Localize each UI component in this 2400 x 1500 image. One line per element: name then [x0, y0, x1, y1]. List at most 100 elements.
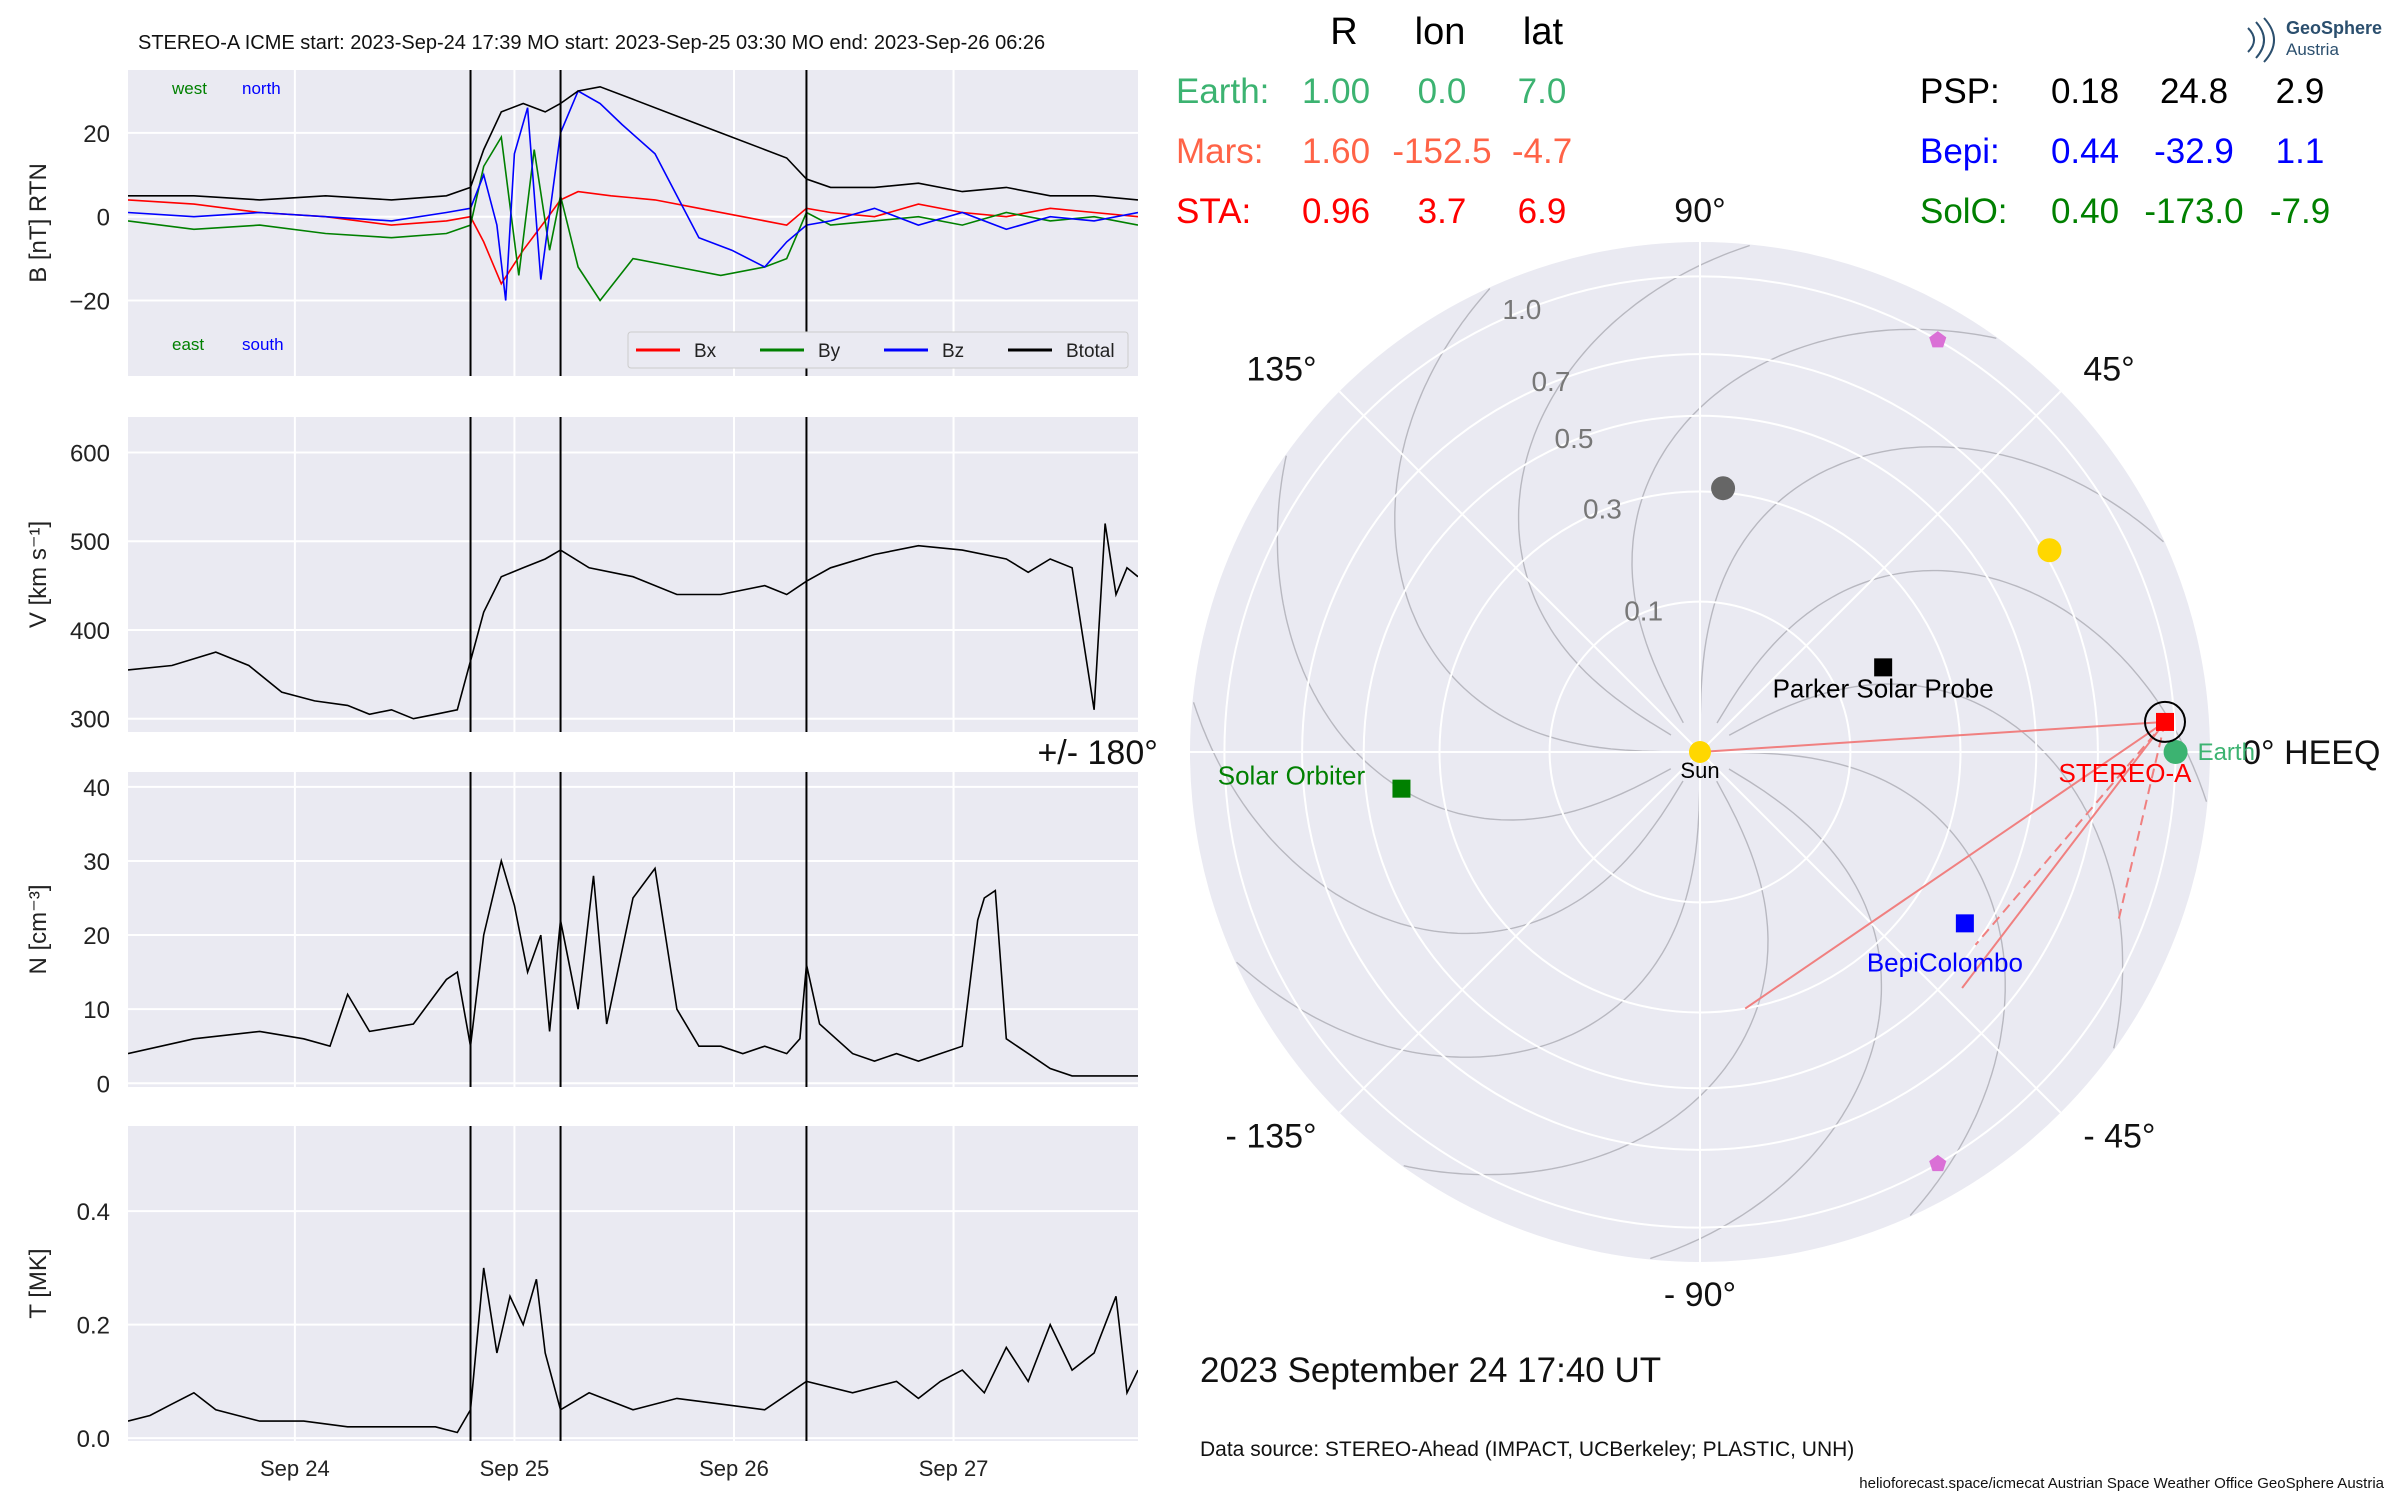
- body-bepi: BepiColombo: [1867, 914, 2023, 977]
- y-tick-label: 0.4: [77, 1199, 110, 1226]
- body-solo: Solar Orbiter: [1218, 761, 1411, 798]
- credits: helioforecast.space/icmecat Austrian Spa…: [1859, 1475, 2384, 1492]
- body-sta: STEREO-A: [2059, 700, 2192, 788]
- spiral-line: [1403, 780, 1769, 1176]
- fov-dashed-line: [2117, 721, 2166, 922]
- radius-grid-circle: [1438, 490, 1962, 1014]
- angle-label: - 45°: [2083, 1117, 2155, 1155]
- table-cell-r: 0.18: [2051, 72, 2119, 111]
- table-row-name: Earth:: [1176, 72, 1269, 111]
- fov-line: [1744, 721, 2166, 1010]
- table-row-name: SolO:: [1920, 192, 2008, 231]
- fov-dashed-line: [1974, 721, 2166, 946]
- body-psp: Parker Solar Probe: [1773, 658, 1994, 703]
- angle-label: - 135°: [1226, 1117, 1317, 1155]
- orbit-plot: 0.1 0.3 0.5 0.7 1.0 0° HEEQ 45° 90° 135° +/- 180°…: [1037, 192, 2380, 1314]
- radius-tick-label: 0.3: [1583, 493, 1622, 524]
- legend: Bx By Bz Btotal: [627, 331, 1129, 369]
- angle-grid-line: [1338, 390, 1701, 753]
- body-sun: Sun: [1680, 741, 1720, 783]
- body-marker: [2155, 712, 2174, 731]
- table-cell-lon: -173.0: [2144, 192, 2243, 231]
- table-header: lat: [1523, 11, 1564, 53]
- y-axis-label: N [cm⁻³]: [25, 885, 52, 975]
- data-source: Data source: STEREO-Ahead (IMPACT, UCBer…: [1200, 1438, 1854, 1461]
- table-row-name: Bepi:: [1920, 132, 2000, 171]
- y-axis-label: V [km s⁻¹]: [25, 521, 52, 628]
- logo-mark-icon: [2247, 17, 2275, 63]
- spiral-line: [1733, 751, 2006, 1216]
- body-label: Sun: [1680, 758, 1719, 783]
- body-label: BepiColombo: [1867, 947, 2023, 977]
- x-tick-label: Sep 27: [919, 1456, 989, 1481]
- y-tick-label: 0.2: [77, 1313, 110, 1340]
- spiral-line: [1394, 288, 1667, 753]
- fov-line: [1699, 720, 2166, 753]
- table-cell-lon: 3.7: [1418, 192, 1467, 231]
- table-cell-lon: 0.0: [1418, 72, 1467, 111]
- legend-label: Bx: [694, 341, 717, 362]
- series-line: [128, 1267, 1138, 1434]
- sta-ring: [2143, 700, 2186, 743]
- y-tick-label: −20: [69, 289, 110, 316]
- angle-label: 0° HEEQ: [2242, 734, 2380, 772]
- table-cell-r: 0.40: [2051, 192, 2119, 231]
- series-line-bx: [128, 190, 1138, 286]
- body-marker: [1929, 1154, 1947, 1172]
- body-marker: [2163, 740, 2188, 764]
- series-line-btotal: [128, 85, 1138, 201]
- panel-background: [128, 772, 1138, 1087]
- connection-lines: [1699, 720, 2166, 1010]
- radius-tick-label: 0.7: [1531, 366, 1570, 397]
- y-tick-label: 300: [70, 707, 110, 734]
- table-cell-lat: -7.9: [2270, 192, 2330, 231]
- table-cell-lon: -152.5: [1392, 132, 1491, 171]
- corner-label-east: east: [172, 335, 204, 354]
- y-axis-label: B [nT] RTN: [25, 163, 52, 283]
- legend-label: By: [818, 341, 841, 362]
- body-label: Solar Orbiter: [1218, 761, 1366, 791]
- y-tick-label: 600: [70, 440, 110, 467]
- angle-label: 45°: [2083, 351, 2134, 389]
- table-header: R: [1330, 11, 1357, 53]
- angle-label: - 90°: [1664, 1276, 1736, 1314]
- angle-label: +/- 180°: [1037, 734, 1157, 772]
- body-venus: [2037, 538, 2062, 563]
- radius-tick-label: 0.5: [1555, 423, 1594, 454]
- table-cell-lon: -32.9: [2154, 132, 2234, 171]
- radius-tick-label: 0.1: [1624, 596, 1663, 627]
- body-l4: [1929, 331, 1947, 348]
- body-mercury: [1711, 476, 1736, 501]
- panel-background: [128, 70, 1138, 376]
- logo-line2: Austria: [2286, 40, 2339, 59]
- y-tick-label: 20: [83, 121, 110, 148]
- body-marker: [1929, 331, 1947, 348]
- body-label: Parker Solar Probe: [1773, 673, 1994, 703]
- y-tick-label: 0: [97, 1071, 110, 1098]
- geosphere-logo: GeoSphere Austria: [2247, 17, 2382, 63]
- orbit-date: 2023 September 24 17:40 UT: [1200, 1351, 1661, 1390]
- radius-grid-circle: [1362, 414, 2038, 1090]
- table-cell-r: 1.60: [1302, 132, 1370, 171]
- series-line: [128, 523, 1138, 720]
- table-cell-lat: 1.1: [2276, 132, 2325, 171]
- spiral-line: [1631, 328, 1997, 724]
- spiral-line: [1517, 244, 1750, 736]
- corner-label-north: north: [242, 79, 281, 98]
- timeseries-panels: −20 0 20 B [nT] RTN west north east south Bx By Bz…: [25, 70, 1138, 1481]
- table-cell-lat: 7.0: [1518, 72, 1567, 111]
- y-tick-label: 500: [70, 529, 110, 556]
- body-marker: [2037, 538, 2062, 563]
- table-cell-r: 0.44: [2051, 132, 2119, 171]
- body-marker: [1689, 741, 1711, 763]
- y-tick-label: 20: [83, 923, 110, 950]
- corner-label-south: south: [242, 335, 284, 354]
- spiral-line: [1728, 683, 2124, 1049]
- x-tick-label: Sep 24: [260, 1456, 330, 1481]
- angle-label: 135°: [1246, 351, 1316, 389]
- spiral-line: [1192, 702, 1684, 935]
- series-line-bz: [128, 89, 1138, 301]
- series-line: [128, 857, 1138, 1077]
- body-label: Earth: [2198, 739, 2255, 766]
- x-tick-label: Sep 26: [699, 1456, 769, 1481]
